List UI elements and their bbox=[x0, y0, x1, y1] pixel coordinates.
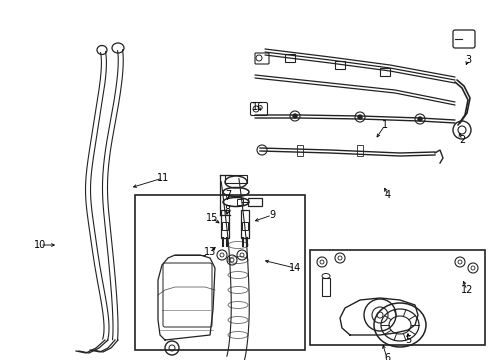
Text: 13: 13 bbox=[204, 247, 216, 257]
Text: 2: 2 bbox=[459, 135, 465, 145]
Text: 10: 10 bbox=[34, 240, 46, 250]
Bar bbox=[241, 210, 249, 238]
Text: 15: 15 bbox=[206, 213, 218, 223]
Circle shape bbox=[418, 117, 422, 121]
Text: 11: 11 bbox=[157, 173, 169, 183]
Text: 3: 3 bbox=[465, 55, 471, 65]
Bar bbox=[357, 145, 363, 156]
Bar bbox=[225, 175, 247, 183]
Text: 4: 4 bbox=[385, 190, 391, 200]
Text: 16: 16 bbox=[252, 102, 264, 112]
Circle shape bbox=[358, 115, 362, 119]
Bar bbox=[135, 195, 305, 350]
Bar bbox=[322, 278, 330, 296]
Bar bbox=[248, 198, 262, 206]
Text: 12: 12 bbox=[461, 285, 473, 295]
Bar bbox=[237, 199, 243, 205]
Bar bbox=[222, 222, 228, 230]
Circle shape bbox=[293, 114, 297, 118]
Bar bbox=[242, 222, 248, 230]
Bar bbox=[285, 54, 295, 62]
Text: 9: 9 bbox=[269, 210, 275, 220]
Bar bbox=[380, 68, 390, 76]
Bar bbox=[335, 61, 345, 69]
Text: 5: 5 bbox=[405, 335, 411, 345]
Text: 7: 7 bbox=[225, 190, 231, 200]
Text: 6: 6 bbox=[384, 353, 390, 360]
Text: 8: 8 bbox=[224, 205, 230, 215]
Bar bbox=[221, 210, 229, 238]
Text: 1: 1 bbox=[382, 120, 388, 130]
Text: 14: 14 bbox=[289, 263, 301, 273]
Bar bbox=[297, 145, 303, 156]
Bar bbox=[310, 250, 485, 345]
